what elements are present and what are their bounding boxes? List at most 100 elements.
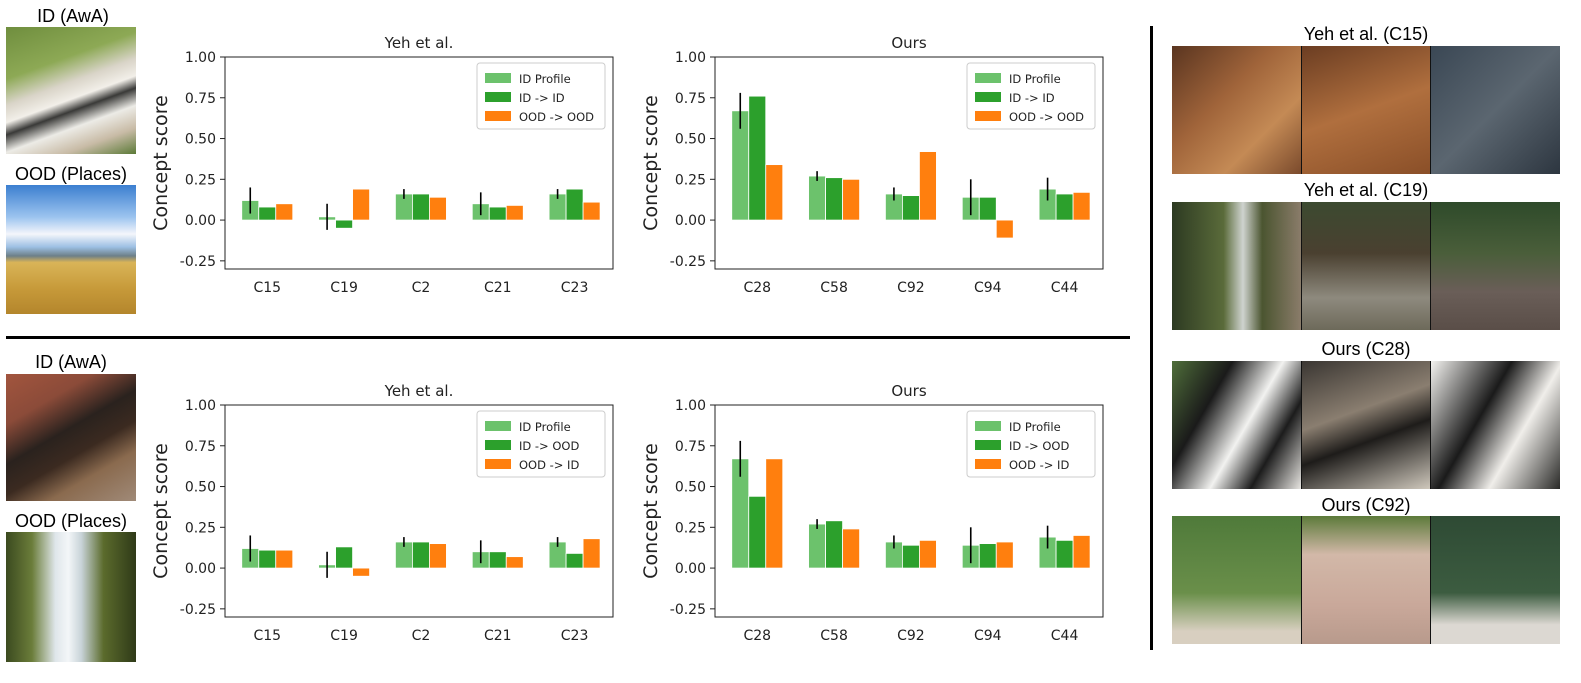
legend-swatch xyxy=(485,92,511,102)
plot-frame xyxy=(224,404,614,618)
legend-swatch xyxy=(975,459,1001,469)
row2-ood-photo xyxy=(6,532,136,662)
y-tick-label: 1.00 xyxy=(185,50,216,66)
strip-photo xyxy=(1431,46,1560,174)
bar xyxy=(825,520,843,569)
bar xyxy=(335,546,353,569)
x-tick-label: C21 xyxy=(484,280,512,296)
strip-photo xyxy=(1172,361,1302,489)
legend-label: ID Profile xyxy=(1009,72,1061,86)
legend-label: ID -> ID xyxy=(1009,91,1055,105)
x-tick-label: C2 xyxy=(412,628,431,644)
strip-photo xyxy=(1431,516,1560,644)
bar xyxy=(505,204,524,221)
bar xyxy=(842,528,860,569)
bar xyxy=(412,193,430,221)
x-tick-label: C15 xyxy=(253,628,281,644)
bar xyxy=(808,523,826,569)
bar xyxy=(275,203,294,221)
legend-label: OOD -> ID xyxy=(519,458,579,472)
strip-title-yeh-c19: Yeh et al. (C19) xyxy=(1303,180,1429,200)
y-tick-label: 0.75 xyxy=(185,439,216,455)
bar xyxy=(995,219,1014,239)
strip-photo xyxy=(1301,516,1432,644)
bar xyxy=(352,567,370,577)
legend-label: ID -> OOD xyxy=(1009,439,1069,453)
legend-label: ID Profile xyxy=(1009,420,1061,434)
bar xyxy=(275,549,294,569)
legend-label: ID -> OOD xyxy=(519,439,579,453)
bar xyxy=(258,206,277,221)
x-tick-label: C23 xyxy=(561,628,589,644)
y-axis-label: Concept score xyxy=(150,95,172,231)
x-tick-label: C44 xyxy=(1051,280,1079,296)
legend-swatch xyxy=(485,111,511,121)
x-tick-label: C92 xyxy=(897,280,925,296)
y-tick-label: 0.00 xyxy=(185,213,216,229)
row2-id-caption: ID (AwA) xyxy=(35,352,107,372)
y-tick-label: 0.75 xyxy=(185,91,216,107)
bar xyxy=(842,178,860,221)
x-tick-label: C23 xyxy=(561,280,589,296)
legend-label: ID -> ID xyxy=(519,91,565,105)
chart-title: Yeh et al. xyxy=(384,382,454,400)
bar xyxy=(429,543,447,569)
x-tick-label: C2 xyxy=(412,280,431,296)
strip-title-ours-c28: Ours (C28) xyxy=(1321,339,1411,359)
strip-ours-c28 xyxy=(1172,361,1560,489)
x-tick-label: C58 xyxy=(820,280,848,296)
legend-label: OOD -> ID xyxy=(1009,458,1069,472)
x-tick-label: C92 xyxy=(897,628,925,644)
bar xyxy=(765,164,784,221)
x-tick-label: C94 xyxy=(974,280,1002,296)
bar xyxy=(995,541,1014,569)
x-tick-label: C28 xyxy=(743,280,771,296)
y-tick-label: 0.50 xyxy=(675,132,706,148)
plot-frame xyxy=(714,56,1104,270)
plot-frame xyxy=(714,404,1104,618)
y-tick-label: 0.50 xyxy=(185,480,216,496)
legend-swatch xyxy=(975,440,1001,450)
y-axis-label: Concept score xyxy=(150,443,172,579)
legend-label: ID Profile xyxy=(519,72,571,86)
strip-photo xyxy=(1301,46,1432,174)
bar xyxy=(978,543,997,569)
bar xyxy=(488,551,507,569)
bar xyxy=(919,151,937,221)
x-tick-label: C94 xyxy=(974,628,1002,644)
x-tick-label: C28 xyxy=(743,628,771,644)
strip-photo xyxy=(1301,361,1432,489)
bar xyxy=(582,538,601,569)
column-separator xyxy=(1150,26,1153,650)
legend-label: OOD -> OOD xyxy=(519,110,594,124)
legend-label: ID Profile xyxy=(519,420,571,434)
row1-ood-caption: OOD (Places) xyxy=(14,164,128,184)
y-tick-label: 0.00 xyxy=(185,561,216,577)
row1-ood-photo xyxy=(6,185,136,314)
legend-swatch xyxy=(975,92,1001,102)
bar xyxy=(505,556,524,569)
bar xyxy=(1072,535,1091,569)
legend-swatch xyxy=(485,421,511,431)
bar xyxy=(748,95,767,221)
bar xyxy=(748,495,767,569)
bar xyxy=(902,544,920,569)
y-tick-label: 0.75 xyxy=(675,91,706,107)
x-tick-label: C21 xyxy=(484,628,512,644)
bar xyxy=(565,188,584,221)
x-tick-label: C19 xyxy=(330,628,358,644)
plot-frame xyxy=(224,56,614,270)
y-tick-label: 0.25 xyxy=(185,172,216,188)
legend-swatch xyxy=(975,73,1001,83)
bar xyxy=(582,201,601,221)
y-axis-label: Concept score xyxy=(640,95,662,231)
strip-photo xyxy=(1431,361,1560,489)
y-tick-label: 1.00 xyxy=(675,50,706,66)
strip-title-ours-c92: Ours (C92) xyxy=(1321,495,1411,515)
bar xyxy=(919,539,937,569)
legend-label: OOD -> OOD xyxy=(1009,110,1084,124)
strip-title-yeh-c15: Yeh et al. (C15) xyxy=(1303,24,1429,44)
strip-photo xyxy=(1172,516,1302,644)
y-tick-label: -0.25 xyxy=(180,254,216,270)
bar xyxy=(978,196,997,221)
